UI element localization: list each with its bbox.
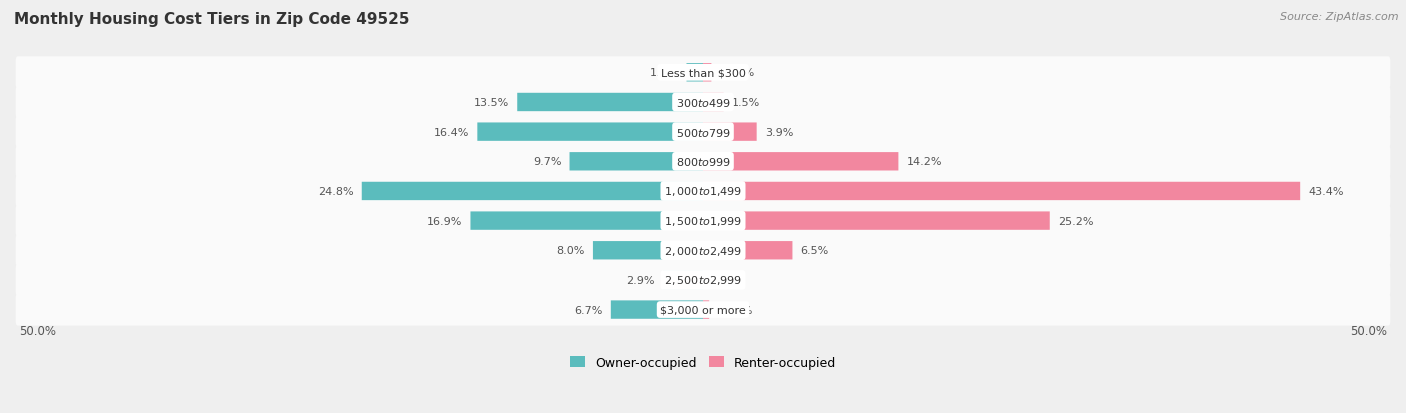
Text: 25.2%: 25.2% xyxy=(1057,216,1094,226)
Text: Less than $300: Less than $300 xyxy=(661,68,745,78)
Text: $2,500 to $2,999: $2,500 to $2,999 xyxy=(664,274,742,287)
Text: 50.0%: 50.0% xyxy=(1350,325,1386,337)
Text: 9.7%: 9.7% xyxy=(533,157,561,167)
FancyBboxPatch shape xyxy=(15,176,1391,207)
FancyBboxPatch shape xyxy=(15,87,1391,119)
FancyBboxPatch shape xyxy=(15,264,1391,296)
FancyBboxPatch shape xyxy=(703,153,898,171)
FancyBboxPatch shape xyxy=(361,182,703,201)
FancyBboxPatch shape xyxy=(15,294,1391,326)
Text: 1.2%: 1.2% xyxy=(650,68,678,78)
Text: 16.4%: 16.4% xyxy=(433,127,470,137)
Text: 16.9%: 16.9% xyxy=(427,216,463,226)
FancyBboxPatch shape xyxy=(703,94,724,112)
FancyBboxPatch shape xyxy=(15,57,1391,89)
FancyBboxPatch shape xyxy=(477,123,703,142)
FancyBboxPatch shape xyxy=(703,242,793,260)
Text: $3,000 or more: $3,000 or more xyxy=(661,305,745,315)
Text: $1,500 to $1,999: $1,500 to $1,999 xyxy=(664,215,742,228)
Text: 1.5%: 1.5% xyxy=(733,98,761,108)
FancyBboxPatch shape xyxy=(703,182,1301,201)
Text: Monthly Housing Cost Tiers in Zip Code 49525: Monthly Housing Cost Tiers in Zip Code 4… xyxy=(14,12,409,27)
Text: 14.2%: 14.2% xyxy=(907,157,942,167)
FancyBboxPatch shape xyxy=(471,212,703,230)
FancyBboxPatch shape xyxy=(569,153,703,171)
Text: $2,000 to $2,499: $2,000 to $2,499 xyxy=(664,244,742,257)
FancyBboxPatch shape xyxy=(15,205,1391,237)
Text: 50.0%: 50.0% xyxy=(20,325,56,337)
FancyBboxPatch shape xyxy=(664,271,703,290)
Text: $300 to $499: $300 to $499 xyxy=(675,97,731,109)
FancyBboxPatch shape xyxy=(703,123,756,142)
Text: $500 to $799: $500 to $799 xyxy=(675,126,731,138)
FancyBboxPatch shape xyxy=(610,301,703,319)
Text: $1,000 to $1,499: $1,000 to $1,499 xyxy=(664,185,742,198)
Text: 13.5%: 13.5% xyxy=(474,98,509,108)
Text: 6.7%: 6.7% xyxy=(574,305,603,315)
FancyBboxPatch shape xyxy=(686,64,703,82)
FancyBboxPatch shape xyxy=(593,242,703,260)
Text: 24.8%: 24.8% xyxy=(318,187,353,197)
FancyBboxPatch shape xyxy=(15,116,1391,148)
Text: 0.0%: 0.0% xyxy=(711,275,740,285)
FancyBboxPatch shape xyxy=(703,212,1050,230)
FancyBboxPatch shape xyxy=(703,64,711,82)
FancyBboxPatch shape xyxy=(15,146,1391,178)
Text: 2.9%: 2.9% xyxy=(626,275,655,285)
Text: 0.61%: 0.61% xyxy=(720,68,755,78)
Text: 0.45%: 0.45% xyxy=(717,305,752,315)
FancyBboxPatch shape xyxy=(703,301,709,319)
FancyBboxPatch shape xyxy=(517,94,703,112)
Text: 43.4%: 43.4% xyxy=(1309,187,1344,197)
Text: Source: ZipAtlas.com: Source: ZipAtlas.com xyxy=(1281,12,1399,22)
FancyBboxPatch shape xyxy=(15,235,1391,267)
Text: $800 to $999: $800 to $999 xyxy=(675,156,731,168)
Text: 3.9%: 3.9% xyxy=(765,127,793,137)
Text: 6.5%: 6.5% xyxy=(800,246,830,256)
Legend: Owner-occupied, Renter-occupied: Owner-occupied, Renter-occupied xyxy=(569,356,837,369)
Text: 8.0%: 8.0% xyxy=(557,246,585,256)
